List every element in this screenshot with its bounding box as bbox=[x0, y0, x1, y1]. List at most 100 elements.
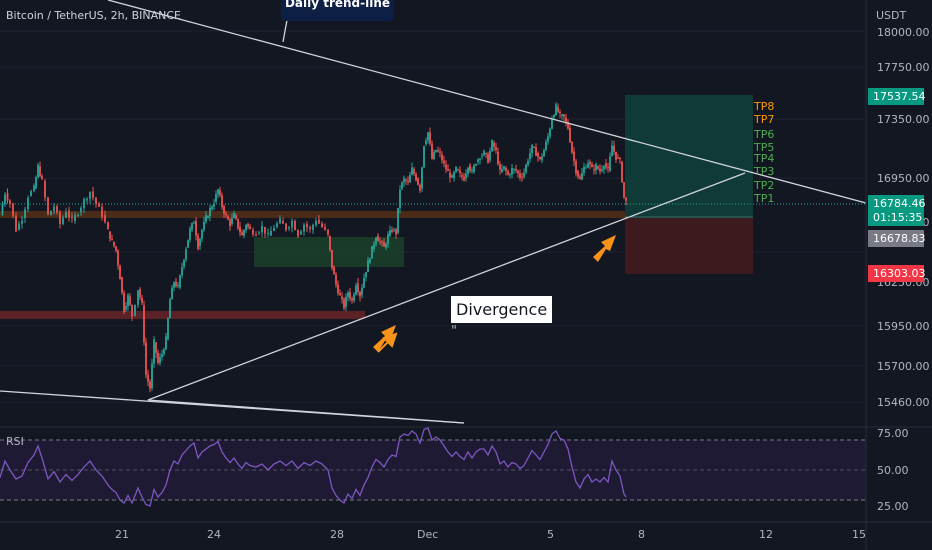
candle-body bbox=[215, 194, 217, 202]
candle-body bbox=[449, 172, 451, 178]
candle-body bbox=[213, 203, 215, 207]
candle-body bbox=[415, 173, 417, 181]
candle-body bbox=[9, 200, 11, 204]
candle-body bbox=[241, 232, 243, 236]
candle-body bbox=[159, 357, 161, 363]
candle-body bbox=[375, 238, 377, 245]
candle-body bbox=[601, 169, 603, 171]
candle-body bbox=[258, 232, 260, 234]
candle-body bbox=[597, 166, 599, 169]
candle-body bbox=[231, 218, 233, 224]
candle-body bbox=[491, 140, 493, 152]
candle-body bbox=[595, 164, 597, 171]
price-tick-label: 16950.00 bbox=[877, 172, 930, 185]
stop-zone bbox=[625, 218, 753, 274]
candle-body bbox=[479, 158, 481, 160]
candle-body bbox=[300, 231, 302, 235]
stop-price-tag: 16303.03 bbox=[873, 267, 926, 280]
candle-body bbox=[83, 198, 85, 208]
bullish-arrows bbox=[373, 235, 616, 353]
candle-body bbox=[68, 210, 70, 218]
candle-body bbox=[249, 226, 251, 229]
candle-body bbox=[183, 259, 185, 267]
candle-body bbox=[62, 217, 64, 224]
candle-body bbox=[615, 151, 617, 160]
candle-body bbox=[15, 215, 17, 232]
candle-body bbox=[282, 221, 284, 224]
candle-body bbox=[447, 169, 449, 172]
candle-body bbox=[171, 287, 173, 300]
price-tick-label: 15700.00 bbox=[877, 360, 930, 373]
quote-mark: " bbox=[451, 324, 457, 339]
candle-body bbox=[337, 284, 339, 294]
price-tick-label: 15950.00 bbox=[877, 320, 930, 333]
rsi-levels bbox=[0, 439, 866, 501]
candle-body bbox=[545, 141, 547, 151]
candle-body bbox=[541, 156, 543, 161]
candle-body bbox=[191, 223, 193, 230]
candle-body bbox=[261, 225, 263, 233]
candle-body bbox=[53, 206, 55, 211]
time-axis[interactable]: 21 24 28 Dec 5 8 12 15 bbox=[115, 528, 866, 541]
candle-body bbox=[461, 175, 463, 177]
rsi-line bbox=[0, 427, 627, 507]
symbol-title[interactable]: Bitcoin / TetherUS, 2h, BINANCE bbox=[6, 9, 182, 22]
candle-body bbox=[353, 294, 355, 301]
candle-body bbox=[71, 217, 73, 219]
candle-body bbox=[563, 114, 565, 117]
candle-body bbox=[359, 291, 361, 297]
candle-body bbox=[533, 147, 535, 149]
candle-body bbox=[341, 296, 343, 299]
price-axis[interactable]: 18000.0017750.0017350.0016950.0016550.00… bbox=[877, 26, 930, 409]
candle-body bbox=[127, 295, 129, 306]
consolidation-zone bbox=[254, 237, 404, 267]
candle-body bbox=[104, 215, 106, 223]
candle-body bbox=[417, 178, 419, 185]
candle-body bbox=[529, 153, 531, 159]
candle-body bbox=[393, 229, 395, 231]
candle-body bbox=[567, 121, 569, 129]
candle-body bbox=[365, 271, 367, 278]
candle-body bbox=[255, 234, 257, 236]
current-price-tag: 16784.46 bbox=[873, 197, 926, 210]
candle-body bbox=[203, 221, 205, 230]
candle-body bbox=[195, 221, 197, 236]
candle-body bbox=[24, 209, 26, 219]
candle-body bbox=[179, 275, 181, 288]
support-zone bbox=[0, 311, 365, 319]
price-tick-label: 15460.00 bbox=[877, 396, 930, 409]
candle-body bbox=[107, 222, 109, 230]
candle-body bbox=[329, 235, 331, 250]
trend-lines bbox=[0, 0, 867, 424]
candle-body bbox=[387, 234, 389, 244]
candle-body bbox=[557, 107, 559, 112]
candle-body bbox=[119, 265, 121, 280]
candle-body bbox=[161, 354, 163, 358]
candle-body bbox=[267, 232, 269, 234]
candle-body bbox=[321, 223, 323, 227]
candle-body bbox=[175, 281, 177, 287]
candle-body bbox=[565, 117, 567, 122]
candle-body bbox=[573, 151, 575, 162]
candle-body bbox=[489, 151, 491, 161]
candle-body bbox=[593, 169, 595, 171]
candle-body bbox=[331, 249, 333, 269]
candle-body bbox=[451, 175, 453, 178]
candle-body bbox=[121, 277, 123, 293]
candle-body bbox=[294, 221, 296, 231]
candle-body bbox=[467, 167, 469, 174]
candle-body bbox=[459, 170, 461, 174]
tp-label: TP7 bbox=[753, 113, 774, 126]
candle-body bbox=[419, 184, 421, 191]
candle-body bbox=[465, 173, 467, 179]
candle-body bbox=[27, 197, 29, 210]
price-tick-label: 17350.00 bbox=[877, 113, 930, 126]
candle-body bbox=[509, 174, 511, 176]
candle-body bbox=[44, 181, 46, 198]
candle-body bbox=[397, 208, 399, 233]
time-tick-label: 12 bbox=[759, 528, 773, 541]
candle-body bbox=[279, 218, 281, 224]
divergence-label: Divergence bbox=[451, 296, 553, 323]
tp-label: TP5 bbox=[753, 141, 774, 154]
candle-body bbox=[153, 339, 155, 364]
